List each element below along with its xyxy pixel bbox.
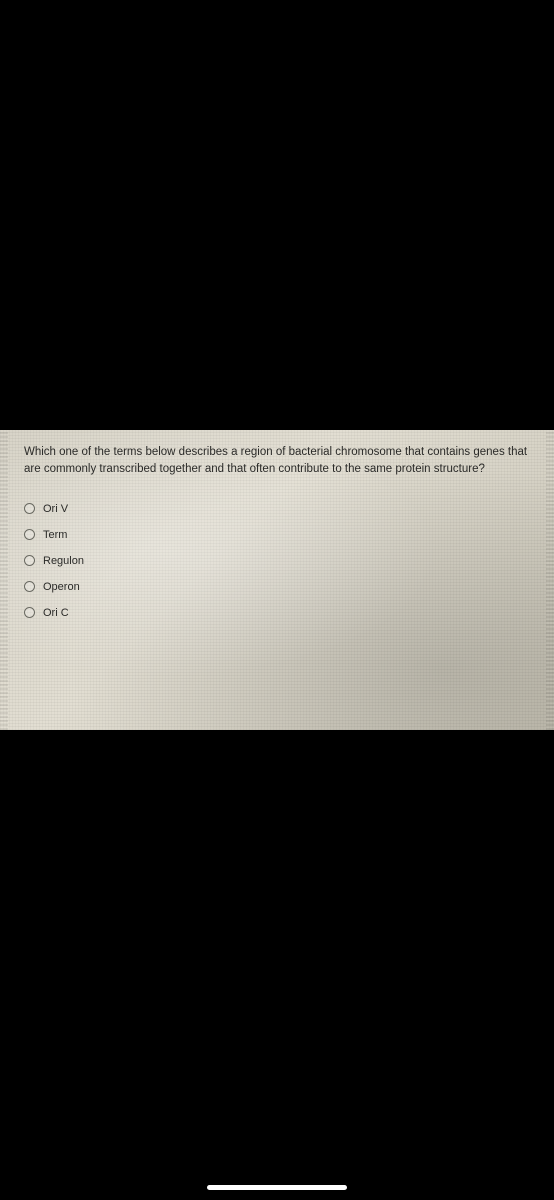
option-term[interactable]: Term — [24, 529, 530, 541]
radio-icon[interactable] — [24, 503, 35, 514]
quiz-content-band: Which one of the terms below describes a… — [0, 430, 554, 730]
option-operon[interactable]: Operon — [24, 581, 530, 593]
option-ori-c[interactable]: Ori C — [24, 607, 530, 619]
radio-icon[interactable] — [24, 555, 35, 566]
home-indicator[interactable] — [207, 1185, 347, 1190]
option-regulon[interactable]: Regulon — [24, 555, 530, 567]
option-ori-v[interactable]: Ori V — [24, 503, 530, 515]
question-text: Which one of the terms below describes a… — [0, 430, 554, 485]
option-label: Ori V — [43, 503, 68, 515]
radio-icon[interactable] — [24, 529, 35, 540]
option-label: Ori C — [43, 607, 69, 619]
radio-icon[interactable] — [24, 581, 35, 592]
option-label: Term — [43, 529, 67, 541]
option-label: Operon — [43, 581, 80, 593]
options-list: Ori V Term Regulon Operon Ori C — [0, 485, 554, 619]
option-label: Regulon — [43, 555, 84, 567]
radio-icon[interactable] — [24, 607, 35, 618]
